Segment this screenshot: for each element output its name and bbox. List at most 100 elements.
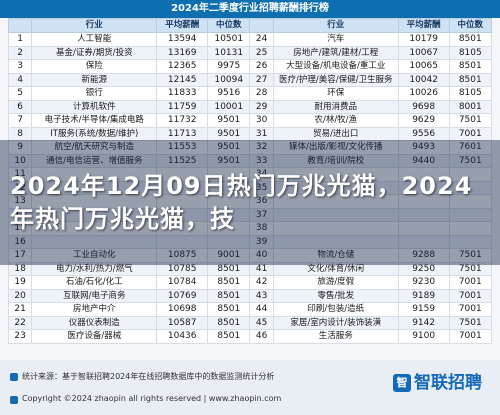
industry-right-cell: 农/林/牧/渔	[272, 113, 399, 128]
industry-left-cell: 电子技术/半导体/集成电路	[31, 113, 158, 128]
median-salary-left-cell: 8501	[207, 302, 251, 317]
table-row: 15 38	[7, 221, 493, 236]
rank-right-cell: 43	[249, 288, 274, 303]
industry-right-cell	[272, 221, 399, 236]
rank-left-cell: 6	[7, 99, 33, 114]
median-salary-right-cell: 7501	[448, 315, 493, 330]
header-rank-right	[249, 18, 274, 33]
avg-salary-right-cell: 9159	[397, 302, 450, 317]
median-salary-right-cell: 8001	[448, 99, 493, 114]
avg-salary-right-cell: 9698	[397, 99, 450, 114]
avg-salary-left-cell	[156, 180, 209, 195]
median-salary-left-cell: 10094	[207, 72, 251, 87]
avg-salary-left-cell: 11732	[156, 113, 209, 128]
rank-right-cell: 42	[249, 275, 274, 290]
median-salary-left-cell: 10501	[207, 32, 251, 47]
median-salary-left-cell: 9975	[207, 59, 251, 74]
median-salary-left-cell: 9516	[207, 86, 251, 101]
avg-salary-left-cell: 10769	[156, 288, 209, 303]
table-title: 2024年二季度行业招聘薪酬排行榜	[0, 0, 500, 18]
avg-salary-right-cell: 9189	[397, 288, 450, 303]
median-salary-right-cell: 7601	[448, 140, 493, 155]
rank-left-cell: 2	[7, 45, 33, 60]
rank-left-cell: 17	[7, 248, 33, 263]
avg-salary-left-cell: 13594	[156, 32, 209, 47]
industry-left-cell: 人工智能	[31, 32, 158, 47]
rank-left-cell: 20	[7, 288, 33, 303]
avg-salary-right-cell: 10179	[397, 32, 450, 47]
median-salary-right-cell: 8501	[448, 32, 493, 47]
rank-right-cell: 28	[249, 86, 274, 101]
avg-salary-left-cell: 11759	[156, 99, 209, 114]
rank-left-cell: 22	[7, 315, 33, 330]
industry-right-cell: 环保	[272, 86, 399, 101]
copyright-bullet-icon	[10, 396, 18, 404]
rank-right-cell: 41	[249, 261, 274, 276]
avg-salary-left-cell: 10785	[156, 261, 209, 276]
avg-salary-left-cell: 11833	[156, 86, 209, 101]
header-industry-left: 行业	[31, 18, 158, 33]
avg-salary-left-cell: 11713	[156, 126, 209, 141]
median-salary-right-cell	[448, 234, 493, 249]
median-salary-left-cell: 10131	[207, 45, 251, 60]
industry-left-cell: IT服务(系统/数据/维护)	[31, 126, 158, 141]
rank-right-cell: 46	[249, 329, 274, 344]
headline-text: 2024年12月09日热门万兆光猫，2024年热门万兆光猫，技	[10, 172, 473, 233]
header-rank-left	[7, 18, 33, 33]
industry-left-cell: 仪器仪表制造	[31, 315, 158, 330]
table-body: 1 人工智能 13594 10501 24 汽车 10179 8501 2 基金/证券/期货/投资…	[7, 32, 493, 344]
rank-right-cell: 45	[249, 315, 274, 330]
rank-left-cell: 18	[7, 261, 33, 276]
table-row: 1 人工智能 13594 10501 24 汽车 10179 8501	[7, 32, 493, 47]
source-bullet-icon	[10, 373, 18, 381]
rank-left-cell: 11	[7, 167, 33, 182]
median-salary-right-cell: 7001	[448, 288, 493, 303]
table-header-row: 行业 平均薪酬 中位数 行业 平均薪酬 中位数	[7, 18, 493, 33]
table-row: 8 IT服务(系统/数据/维护) 11713 9501 31 贸易/进出口 9556 7001	[7, 126, 493, 141]
rank-left-cell: 5	[7, 86, 33, 101]
avg-salary-right-cell: 10065	[397, 59, 450, 74]
header-median-right: 中位数	[448, 18, 493, 33]
rank-right-cell: 33	[249, 153, 274, 168]
rank-left-cell: 14	[7, 207, 33, 222]
median-salary-right-cell	[448, 221, 493, 236]
header-avg-right: 平均薪酬	[397, 18, 450, 33]
median-salary-left-cell: 8501	[207, 261, 251, 276]
table-row: 23 医疗设备/器械 10436 8501 46 生活服务 9100 7001	[7, 329, 493, 344]
rank-right-cell: 37	[249, 207, 274, 222]
industry-right-cell	[272, 207, 399, 222]
median-salary-right-cell: 7501	[448, 113, 493, 128]
median-salary-right-cell: 7001	[448, 329, 493, 344]
industry-left-cell: 电力/水利/热力/燃气	[31, 261, 158, 276]
industry-right-cell	[272, 180, 399, 195]
median-salary-right-cell: 7001	[448, 126, 493, 141]
table-row: 17 工业自动化 10875 9001 40 物流/仓储 9288 7501	[7, 248, 493, 263]
median-salary-right-cell: 7001	[448, 302, 493, 317]
rank-right-cell: 27	[249, 72, 274, 87]
industry-right-cell: 旅游/度假	[272, 275, 399, 290]
median-salary-left-cell: 8501	[207, 288, 251, 303]
footnote-copyright: Copyright ©2024 zhaopin all rights reser…	[22, 394, 282, 403]
median-salary-right-cell	[448, 194, 493, 209]
median-salary-left-cell	[207, 180, 251, 195]
rank-right-cell: 36	[249, 194, 274, 209]
footer	[0, 360, 500, 415]
avg-salary-right-cell	[397, 207, 450, 222]
avg-salary-right-cell: 9142	[397, 315, 450, 330]
industry-right-cell: 医疗/护理/美容/保健/卫生服务	[272, 72, 399, 87]
rank-right-cell: 29	[249, 99, 274, 114]
industry-left-cell: 通信/电信运营、增值服务	[31, 153, 158, 168]
rank-left-cell: 8	[7, 126, 33, 141]
avg-salary-right-cell: 9440	[397, 153, 450, 168]
avg-salary-right-cell: 9629	[397, 113, 450, 128]
industry-left-cell	[31, 234, 158, 249]
rank-right-cell: 44	[249, 302, 274, 317]
rank-right-cell: 38	[249, 221, 274, 236]
avg-salary-right-cell: 9100	[397, 329, 450, 344]
table-row: 4 新能源 12145 10094 27 医疗/护理/美容/保健/卫生服务 10042 850…	[7, 72, 493, 87]
avg-salary-left-cell: 10875	[156, 248, 209, 263]
rank-right-cell: 26	[249, 59, 274, 74]
avg-salary-right-cell: 10067	[397, 45, 450, 60]
industry-left-cell: 房地产中介	[31, 302, 158, 317]
